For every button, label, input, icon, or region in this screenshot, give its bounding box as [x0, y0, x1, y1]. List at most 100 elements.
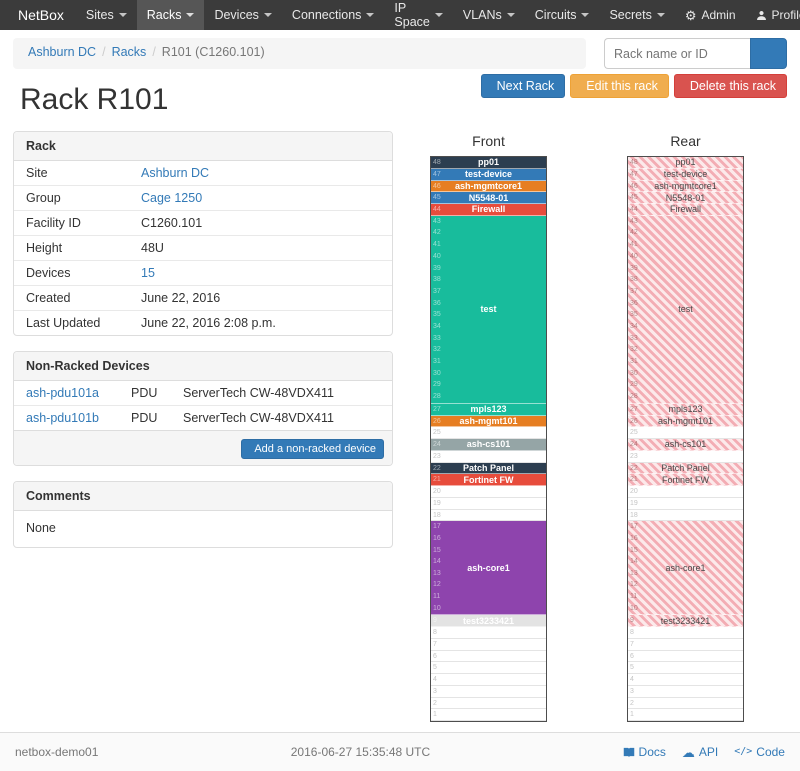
chevron-down-icon — [186, 13, 195, 17]
chevron-down-icon — [581, 13, 590, 17]
unit-number: 25 — [630, 429, 638, 437]
rack-unit-7: 7 — [431, 639, 546, 651]
rack-device-test-device[interactable]: 47 test-device — [431, 168, 546, 181]
device-label: ash-core1 — [467, 562, 510, 573]
rack-unit-6: 6 — [628, 651, 743, 663]
unit-number: 7 — [630, 640, 634, 648]
device-link[interactable]: ash-pdu101b — [26, 411, 99, 425]
nav-item-label: Connections — [291, 8, 362, 22]
unit-number: 30 — [433, 369, 441, 377]
rack-device-ash-mgmtcore1[interactable]: 46 ash-mgmtcore1 — [431, 180, 546, 193]
unit-number: 16 — [630, 534, 638, 542]
unit-number: 40 — [433, 252, 441, 260]
rack-device-patch-panel[interactable]: 22 Patch Panel — [628, 462, 743, 475]
rack-device-ash-mgmt101[interactable]: 26 ash-mgmt101 — [431, 415, 546, 428]
table-row: Devices 15 — [14, 260, 392, 286]
nav-item-secrets[interactable]: Secrets — [599, 0, 674, 30]
unit-number: 23 — [630, 452, 638, 460]
nav-item-vlans[interactable]: VLANs — [453, 0, 525, 30]
nav-item-circuits[interactable]: Circuits — [525, 0, 600, 30]
nav-item-ip-space[interactable]: IP Space — [384, 0, 452, 30]
rack-unit-5: 5 — [628, 662, 743, 674]
nav-item-devices[interactable]: Devices — [204, 0, 281, 30]
device-label: ash-mgmtcore1 — [654, 180, 717, 191]
footer-link-code[interactable]: </> Code — [734, 745, 785, 759]
nav-item-sites[interactable]: Sites — [76, 0, 137, 30]
rack-device-mpls123[interactable]: 27 mpls123 — [431, 403, 546, 416]
rack-unit-4: 4 — [431, 674, 546, 686]
attr-value: 48U — [141, 241, 164, 255]
search-button[interactable] — [750, 38, 787, 69]
breadcrumb-item[interactable]: Ashburn DC — [28, 45, 97, 59]
table-row: Site Ashburn DC — [14, 161, 392, 186]
rack-device-patch-panel[interactable]: 22 Patch Panel — [431, 462, 546, 475]
attr-label: Facility ID — [14, 210, 129, 236]
rack-device-pp01[interactable]: 48 pp01 — [431, 157, 546, 169]
search-input[interactable] — [604, 38, 750, 69]
rack-device-ash-mgmtcore1[interactable]: 46 ash-mgmtcore1 — [628, 180, 743, 193]
rack-device-firewall[interactable]: 44 Firewall — [628, 204, 743, 216]
footer-link-api[interactable]: ☁ API — [682, 745, 718, 759]
nav-item-label: Profile — [771, 8, 800, 22]
attr-value[interactable]: Ashburn DC — [141, 166, 210, 180]
rack-device-firewall[interactable]: 44 Firewall — [431, 204, 546, 216]
rack-device-test3233421[interactable]: 9 test3233421 — [431, 615, 546, 627]
rack-device-test-device[interactable]: 47 test-device — [628, 168, 743, 181]
next-rack-label: Next Rack — [496, 79, 555, 93]
nav-item-profile[interactable]: Profile — [746, 0, 800, 30]
rack-device-fortinet-fw[interactable]: 21 Fortinet FW — [431, 474, 546, 486]
rack-device-test[interactable]: 43 42 41 40 39 38 37 36 35 34 33 32 31 30 29 28 test — [431, 215, 546, 404]
rack-device-pp01[interactable]: 48 pp01 — [628, 157, 743, 169]
unit-number: 6 — [630, 652, 634, 660]
device-link[interactable]: ash-pdu101a — [26, 386, 99, 400]
rack-device-ash-cs101[interactable]: 24 ash-cs101 — [431, 439, 546, 451]
unit-number: 26 — [630, 417, 638, 425]
rack-unit-1: 1 — [431, 709, 546, 721]
device-label: test — [480, 304, 497, 315]
unit-number: 11 — [630, 593, 638, 600]
rack-unit-2: 2 — [431, 698, 546, 710]
chevron-down-icon — [263, 13, 272, 17]
rack-device-test3233421[interactable]: 9 test3233421 — [628, 615, 743, 627]
device-label: N5548-01 — [468, 192, 509, 203]
rack-device-test[interactable]: 43 42 41 40 39 38 37 36 35 34 33 32 31 30 29 28 test — [628, 215, 743, 404]
rear-elevation-title: Rear — [670, 133, 701, 149]
brand[interactable]: NetBox — [18, 7, 64, 23]
unit-number: 28 — [433, 393, 441, 401]
rack-device-ash-cs101[interactable]: 24 ash-cs101 — [628, 439, 743, 451]
nav-item-admin[interactable]: ⚙ Admin — [675, 0, 746, 30]
unit-number: 21 — [433, 476, 441, 484]
device-label: test-device — [464, 169, 513, 180]
chevron-down-icon — [506, 13, 515, 17]
breadcrumb-item[interactable]: Racks — [111, 45, 147, 59]
add-nonracked-device-label: Add a non-racked device — [254, 443, 376, 455]
rack-device-n5548-01[interactable]: 45 N5548-01 — [628, 192, 743, 204]
attr-value[interactable]: Cage 1250 — [141, 191, 203, 205]
edit-rack-button[interactable]: Edit this rack — [570, 74, 669, 98]
unit-number: 8 — [433, 629, 437, 636]
rack-device-ash-mgmt101[interactable]: 26 ash-mgmt101 — [628, 415, 743, 428]
attr-value[interactable]: 15 — [141, 266, 155, 280]
delete-rack-button[interactable]: Delete this rack — [673, 74, 787, 98]
rack-device-ash-core1[interactable]: 17 16 15 14 13 12 11 10 ash-core1 — [628, 521, 743, 616]
next-rack-button[interactable]: Next Rack — [480, 74, 566, 98]
unit-number: 22 — [630, 464, 638, 472]
add-nonracked-device-button[interactable]: Add a non-racked device — [241, 439, 384, 459]
nav-item-label: Devices — [214, 8, 259, 22]
unit-number: 9 — [630, 617, 634, 625]
rack-device-n5548-01[interactable]: 45 N5548-01 — [431, 192, 546, 204]
unit-number: 12 — [433, 581, 441, 589]
nav-item-label: Sites — [85, 8, 114, 22]
rack-unit-5: 5 — [431, 662, 546, 674]
rack-device-ash-core1[interactable]: 17 16 15 14 13 12 11 10 ash-core1 — [431, 521, 546, 616]
table-row: Last Updated June 22, 2016 2:08 p.m. — [14, 310, 392, 335]
unit-number: 38 — [433, 276, 441, 284]
nav-item-racks[interactable]: Racks — [136, 0, 205, 30]
nav-item-connections[interactable]: Connections — [282, 0, 385, 30]
rack-device-fortinet-fw[interactable]: 21 Fortinet FW — [628, 474, 743, 486]
footer-link-docs[interactable]: Docs — [623, 745, 666, 759]
attr-label: Group — [14, 185, 129, 211]
nav-item-label: Secrets — [609, 8, 652, 22]
unit-number: 35 — [630, 311, 638, 319]
rack-device-mpls123[interactable]: 27 mpls123 — [628, 403, 743, 416]
